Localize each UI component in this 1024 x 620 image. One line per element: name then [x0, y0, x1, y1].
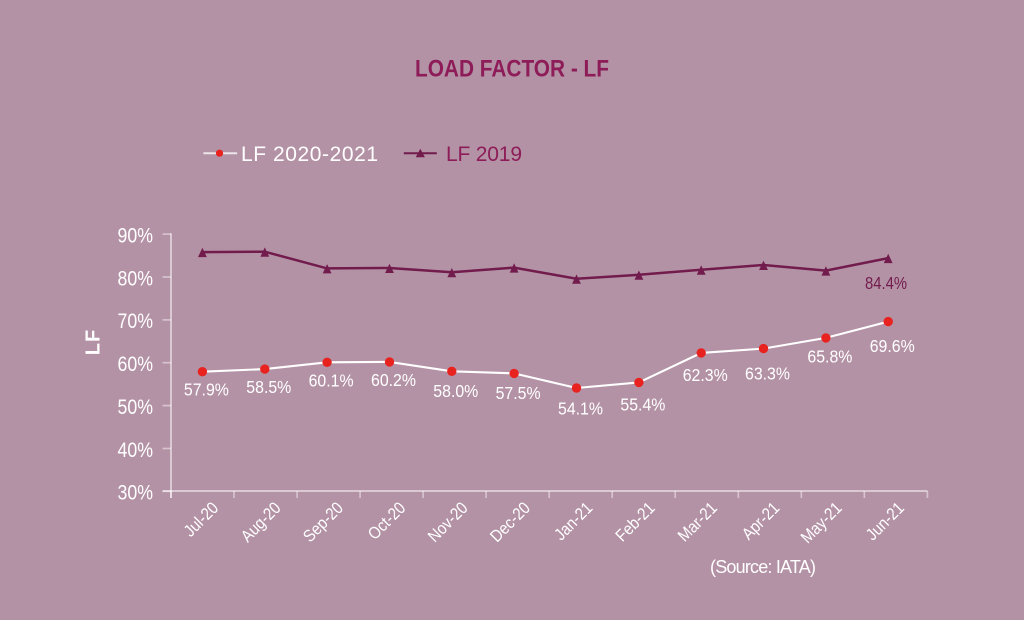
svg-text:50%: 50% — [118, 396, 154, 419]
svg-text:60.2%: 60.2% — [371, 370, 416, 390]
svg-text:62.3%: 62.3% — [683, 365, 728, 385]
svg-text:70%: 70% — [118, 310, 154, 333]
svg-text:63.3%: 63.3% — [745, 364, 790, 384]
svg-text:55.4%: 55.4% — [620, 394, 665, 414]
svg-text:LF 2019: LF 2019 — [446, 143, 522, 166]
svg-text:LF 2020-2021: LF 2020-2021 — [241, 143, 378, 166]
svg-text:(Source: IATA): (Source: IATA) — [710, 557, 816, 577]
svg-text:90%: 90% — [118, 224, 154, 247]
svg-text:30%: 30% — [118, 482, 154, 505]
svg-text:54.1%: 54.1% — [558, 399, 603, 419]
svg-text:LOAD FACTOR - LF: LOAD FACTOR - LF — [415, 56, 609, 83]
svg-text:57.5%: 57.5% — [496, 383, 541, 403]
svg-text:58.5%: 58.5% — [246, 377, 291, 397]
svg-text:69.6%: 69.6% — [870, 336, 915, 356]
svg-text:60%: 60% — [118, 353, 154, 376]
svg-text:40%: 40% — [118, 439, 154, 462]
svg-text:65.8%: 65.8% — [807, 346, 852, 366]
svg-text:60.1%: 60.1% — [309, 370, 354, 390]
svg-text:57.9%: 57.9% — [184, 380, 229, 400]
svg-text:84.4%: 84.4% — [865, 273, 907, 293]
svg-text:LF: LF — [83, 329, 105, 355]
svg-text:58.0%: 58.0% — [433, 381, 478, 401]
svg-text:80%: 80% — [118, 267, 154, 290]
